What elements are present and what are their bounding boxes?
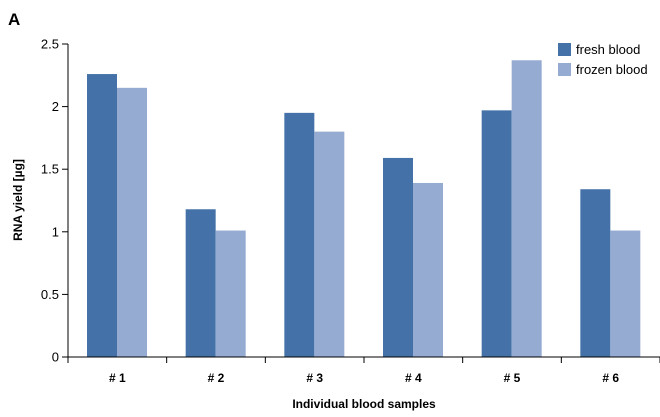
bar-frozen-blood-3 — [314, 131, 345, 357]
y-tick-label: 0.5 — [41, 287, 59, 302]
x-tick-label: # 6 — [602, 371, 619, 385]
x-tick-label: # 5 — [504, 371, 521, 385]
x-tick-label: # 3 — [306, 371, 323, 385]
y-tick-label: 2 — [52, 99, 59, 114]
y-tick-label: 2.5 — [41, 37, 59, 52]
bar-fresh-blood-4 — [383, 157, 413, 357]
axes-layer: 0 0.5 1 1.5 2 2.5 # 1 # 2 # 3 # 4 # 5 # 6 — [41, 37, 660, 385]
x-tick-label: # 2 — [208, 371, 225, 385]
legend-label-1: fresh blood — [576, 42, 640, 57]
bar-frozen-blood-5 — [511, 60, 542, 357]
legend-label-2: frozen blood — [576, 62, 648, 77]
panel-label: A — [8, 10, 20, 29]
bar-fresh-blood-6 — [580, 189, 611, 357]
x-axis-title: Individual blood samples — [292, 397, 436, 411]
bar-fresh-blood-3 — [284, 112, 315, 357]
legend-swatch-1 — [558, 43, 571, 56]
x-tick-label: # 1 — [109, 371, 126, 385]
bar-frozen-blood-4 — [413, 182, 443, 357]
bar-frozen-blood-2 — [215, 230, 246, 357]
legend-swatch-2 — [558, 63, 571, 76]
legend: fresh blood frozen blood — [558, 42, 648, 77]
bars-layer — [87, 60, 641, 357]
y-tick-label: 1.5 — [41, 162, 59, 177]
bar-fresh-blood-2 — [185, 209, 216, 357]
y-axis-title: RNA yield [µg] — [11, 159, 25, 241]
bar-frozen-blood-6 — [610, 230, 641, 357]
bar-frozen-blood-1 — [117, 87, 147, 357]
bar-fresh-blood-1 — [87, 74, 117, 357]
y-tick-label: 1 — [52, 224, 59, 239]
x-tick-label: # 4 — [405, 371, 422, 385]
y-tick-label: 0 — [52, 350, 59, 365]
bar-fresh-blood-5 — [481, 110, 512, 357]
